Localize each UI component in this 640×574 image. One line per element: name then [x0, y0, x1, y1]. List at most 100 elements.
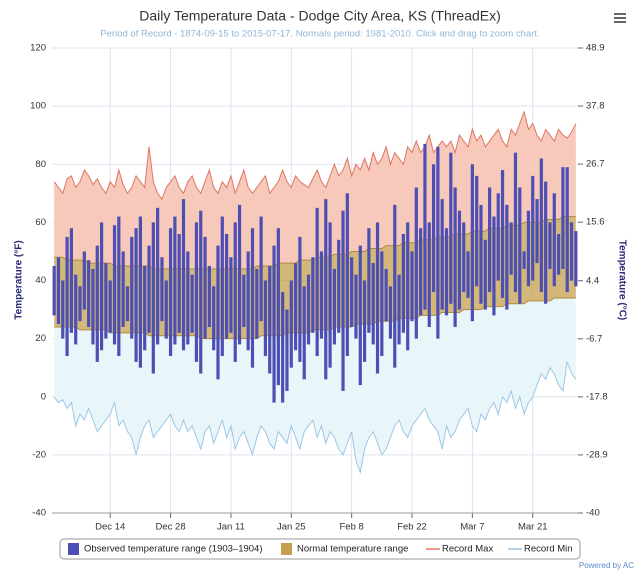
observed-bar [513, 152, 518, 293]
observed-bar [479, 204, 483, 304]
observed-bar [449, 152, 453, 304]
observed-bar [87, 260, 91, 327]
observed-bar [108, 280, 112, 333]
menu-button[interactable] [612, 10, 628, 26]
credit: Powered by AC [579, 561, 634, 570]
y2-tick-label: -28.9 [586, 449, 608, 460]
observed-bar [427, 222, 431, 327]
observed-bar [143, 265, 147, 351]
observed-bar [522, 251, 526, 269]
observed-bar [250, 228, 255, 368]
observed-bar [367, 228, 371, 333]
observed-bar [246, 251, 250, 351]
menu-bar [614, 13, 626, 15]
observed-bar [380, 251, 384, 357]
observed-bar [466, 251, 470, 298]
observed-bar [147, 245, 151, 333]
observed-bar [535, 199, 539, 264]
observed-bar [112, 225, 117, 345]
observed-bar [358, 245, 362, 386]
observed-bar [371, 263, 375, 345]
y2-tick-label: 15.6 [586, 217, 605, 228]
observed-bar [319, 251, 324, 339]
observed-bar [121, 251, 125, 327]
observed-bar [311, 257, 315, 333]
observed-bar [500, 170, 505, 298]
observed-bar [229, 257, 233, 333]
observed-bar [526, 210, 531, 287]
observed-bar [255, 268, 259, 339]
y-tick-label: 120 [30, 43, 46, 54]
menu-bar [614, 21, 626, 23]
observed-bar [263, 280, 268, 357]
observed-bar [423, 143, 427, 310]
observed-bar [173, 216, 177, 345]
observed-bar [324, 199, 328, 380]
observed-bar [492, 216, 496, 316]
observed-bar [151, 222, 155, 374]
observed-bar [281, 292, 285, 403]
observed-bar [199, 210, 203, 374]
observed-bar [61, 280, 65, 339]
observed-bar [552, 193, 556, 287]
y-tick-label: 0 [41, 391, 46, 402]
observed-bar [548, 222, 552, 269]
observed-bar [475, 175, 479, 287]
chart-subtitle: Period of Record - 1874-09-15 to 2015-07… [100, 29, 539, 40]
observed-bar [194, 222, 199, 362]
observed-bar [574, 231, 578, 287]
observed-bar [298, 236, 302, 362]
observed-bar [561, 167, 565, 269]
observed-bar [393, 204, 397, 368]
observed-bar [289, 280, 293, 368]
observed-bar [483, 239, 487, 310]
observed-bar [130, 236, 134, 339]
observed-bar [341, 210, 345, 391]
observed-bar [99, 222, 104, 351]
plot-area: -40 -20 0 20 40 60 80 100 120 -40 -28.9 -17.8 -6.7 4.… [30, 43, 608, 533]
x-tick-label: Feb 22 [397, 522, 427, 533]
observed-bar [457, 210, 462, 310]
observed-bar [440, 199, 444, 310]
observed-bar [302, 286, 306, 380]
observed-bar [397, 274, 401, 345]
y2-tick-label: 48.9 [586, 43, 605, 54]
observed-bar [509, 222, 513, 275]
record-line [53, 110, 577, 201]
observed-bar [69, 228, 74, 333]
observed-bar [259, 216, 263, 322]
observed-bar [518, 187, 522, 304]
y-tick-label: -40 [32, 508, 46, 519]
observed-bar [488, 187, 492, 293]
observed-bar [350, 257, 354, 327]
observed-bar [354, 274, 358, 339]
observed-bar [419, 228, 423, 316]
legend: Observed temperature range (1903–1904) No… [68, 543, 573, 555]
y2-tick-label: 37.8 [586, 101, 605, 112]
observed-bar [65, 236, 69, 357]
y2-tick-label: -40 [586, 508, 600, 519]
observed-bar [556, 234, 561, 275]
legend-swatch [68, 543, 79, 555]
x-tick-label: Mar 7 [460, 522, 484, 533]
observed-bar [388, 286, 393, 339]
observed-bar [384, 268, 388, 322]
observed-bar [207, 265, 211, 327]
observed-bar [406, 222, 410, 351]
observed-bar [164, 280, 168, 339]
observed-bar [134, 228, 138, 362]
observed-bar [414, 187, 418, 339]
observed-bar [156, 207, 160, 345]
observed-bar [569, 222, 574, 281]
observed-bar [203, 236, 207, 339]
observed-bar [496, 193, 500, 281]
y2-tick-label: 4.4 [586, 275, 599, 286]
observed-bar [410, 251, 414, 322]
observed-bar [181, 199, 186, 351]
observed-bar [74, 274, 78, 345]
observed-bar [544, 181, 548, 304]
legend-label: Record Max [442, 544, 493, 555]
legend-box [59, 538, 581, 560]
y-tick-label: 100 [30, 101, 46, 112]
